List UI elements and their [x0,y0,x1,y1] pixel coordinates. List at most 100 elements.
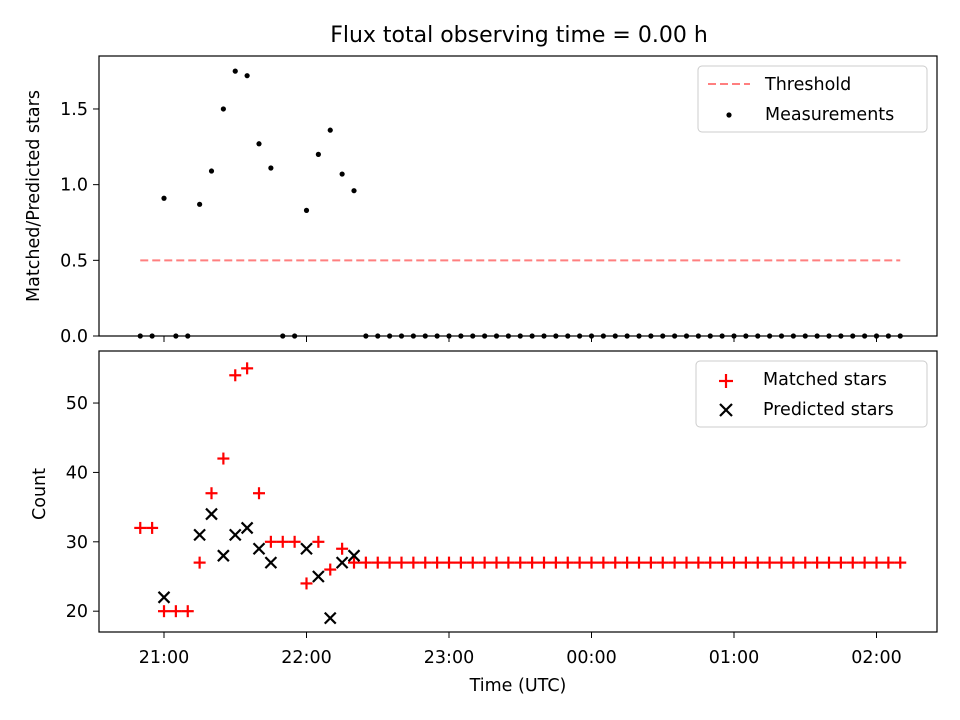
legend-matched-label: Matched stars [763,370,887,390]
matched-star-point [633,556,645,569]
matched-star-point [407,556,420,569]
measurement-point [327,127,333,133]
matched-star-point [549,556,562,569]
bottom-y-tick-label: 50 [66,394,88,414]
matched-star-point [561,556,574,569]
measurement-point [161,195,167,201]
top-y-tick-label: 0.0 [60,327,88,347]
measurement-point [303,207,310,213]
bottom-y-axis-label: Count [30,468,50,520]
predicted-star-point [264,556,278,569]
measurement-point [220,106,226,112]
chart-title: Flux total observing time = 0.00 h [330,23,708,48]
matched-star-point [846,556,859,569]
top-y-axis: 0.0 0.5 1.0 1.5 [60,100,99,347]
predicted-star-point [335,556,349,569]
measurement-point [208,168,215,174]
predicted-star-point [217,549,230,562]
matched-star-point [526,556,539,569]
bottom-axes-frame [98,350,938,633]
measurement-point [339,171,345,177]
predicted-star-point [323,611,337,625]
matched-star-point [490,556,503,569]
matched-star-point [668,556,681,569]
matched-star-point [217,452,230,465]
bottom-y-tick-label: 30 [66,533,88,553]
legend-matched-swatch [719,374,733,388]
measurement-point [315,151,321,157]
measurement-point [256,141,262,147]
matched-star-point [466,556,479,569]
measurement-point [244,73,250,79]
matched-star-point [419,556,432,569]
matched-star-point [692,556,705,569]
top-legend: Threshold Measurements [697,65,928,133]
top-axes-frame [98,55,938,337]
matched-star-point [787,556,800,569]
matched-star-point [811,556,824,569]
matched-star-point [775,556,788,569]
matched-star-point [514,556,527,569]
x-tick-label: 02:00 [851,648,901,668]
measurement-point [232,68,238,74]
matched-star-point [502,556,515,569]
measurement-point [268,165,274,171]
matched-star-point [371,556,384,569]
x-tick-label: 01:00 [709,648,759,668]
matched-star-point [312,535,325,548]
bottom-x-axis: 21:00 22:00 23:00 00:00 01:00 02:00 [139,632,902,668]
matched-star-point [870,556,883,569]
predicted-star-point [240,521,254,535]
legend-predicted-swatch [719,403,733,417]
matched-star-point [205,487,218,500]
predicted-star-point [228,528,242,542]
matched-star-point [834,556,847,569]
matched-star-point [395,556,408,569]
matched-star-point [656,556,669,569]
bottom-legend: Matched stars Predicted stars [695,360,928,428]
top-y-tick-label: 0.5 [60,251,88,271]
matched-star-point [348,556,360,569]
predicted-star-point [312,570,325,583]
matched-star-point [799,556,812,569]
legend-measurements-label: Measurements [765,105,894,125]
matched-star-point [680,556,693,569]
matched-star-point [858,556,871,569]
predicted-star-point [157,591,171,604]
matched-star-point [621,556,634,569]
matched-star-point [134,521,147,534]
top-y-tick-label: 1.5 [60,100,88,120]
predicted-star-point [347,549,361,562]
bottom-y-tick-label: 40 [66,463,88,483]
matched-star-point [823,556,835,569]
matched-star-point [276,535,289,548]
matched-star-point [383,556,396,569]
top-y-tick-label: 1.0 [60,176,88,196]
matched-star-point [336,542,349,555]
legend-measurements-swatch [726,112,732,118]
x-tick-label: 22:00 [281,648,331,668]
matched-star-point [716,556,729,569]
matched-star-point [894,556,907,569]
matched-star-point [728,556,740,569]
bottom-y-tick-label: 20 [66,602,88,622]
legend-threshold-label: Threshold [764,75,851,95]
matched-star-point [704,556,717,569]
matched-star-point [169,605,182,618]
predicted-star-point [300,542,313,556]
top-x-ticks [163,336,877,342]
x-axis-label: Time (UTC) [469,676,567,696]
matched-star-point [241,362,254,375]
matched-star-point [181,605,194,618]
top-legend-box [697,65,928,133]
measurement-point [197,201,203,207]
matched-star-point [288,535,301,548]
matched-star-point [158,605,170,618]
top-panel: 0.0 0.5 1.0 1.5 Matched/Predicted stars Thr… [24,55,938,347]
matched-star-point [324,563,337,576]
matched-star-point [644,556,657,569]
matched-star-point [359,556,372,569]
matched-star-point [431,556,444,569]
matched-star-point [264,535,277,548]
